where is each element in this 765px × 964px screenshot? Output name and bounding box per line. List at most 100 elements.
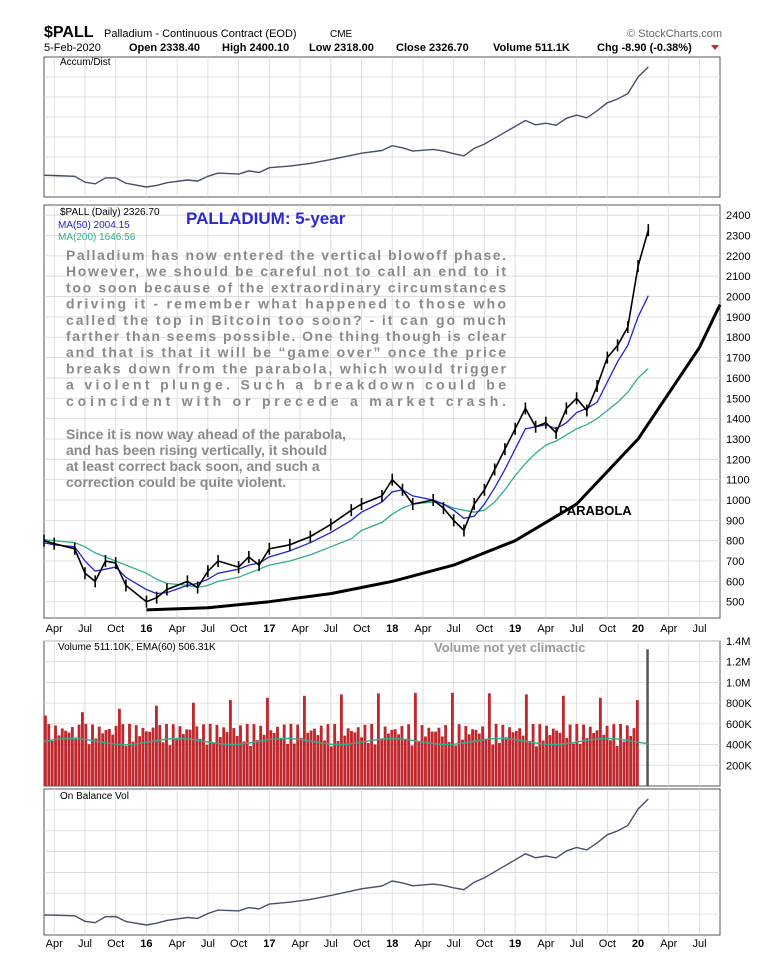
y-tick-label: 1100 bbox=[726, 475, 750, 487]
volume-bar bbox=[198, 739, 202, 786]
y-tick-label: 1700 bbox=[726, 353, 750, 365]
volume-bar bbox=[323, 740, 327, 786]
volume-bar bbox=[565, 737, 569, 786]
x-tick-label: Apr bbox=[537, 938, 554, 950]
x-tick-label: Oct bbox=[599, 623, 616, 635]
ma50-line bbox=[43, 295, 649, 595]
x-tick-label: Oct bbox=[230, 623, 247, 635]
x-tick-label: 18 bbox=[386, 623, 398, 635]
annotation-paragraph-2: Since it is now way ahead of the parabol… bbox=[66, 426, 346, 490]
volume-bar bbox=[57, 735, 61, 786]
volume-bar bbox=[524, 694, 528, 786]
quote-volume: Volume 511.1K bbox=[493, 42, 570, 54]
volume-bar bbox=[74, 737, 78, 786]
volume-bar bbox=[403, 739, 407, 786]
volume-bar bbox=[541, 740, 545, 786]
x-tick-label: Apr bbox=[660, 623, 677, 635]
volume-bar bbox=[296, 724, 300, 786]
volume-bar bbox=[218, 737, 222, 786]
volume-bar bbox=[154, 705, 158, 786]
volume-bar bbox=[339, 694, 343, 786]
x-tick-label: Oct bbox=[107, 938, 124, 950]
volume-bar bbox=[625, 725, 629, 786]
volume-bar bbox=[572, 743, 575, 786]
volume-bar bbox=[70, 727, 74, 786]
volume-bar bbox=[366, 742, 370, 786]
volume-bar bbox=[185, 729, 189, 786]
volume-bar bbox=[450, 692, 454, 786]
parabola-curve bbox=[146, 304, 722, 612]
x-tick-label: Jul bbox=[570, 623, 584, 635]
volume-bar bbox=[67, 732, 71, 786]
annotation-title: PALLADIUM: 5-year bbox=[186, 209, 346, 228]
volume-bar bbox=[178, 726, 182, 786]
volume-bar bbox=[148, 731, 152, 786]
volume-bar bbox=[508, 727, 511, 786]
quote-close: Close 2326.70 bbox=[396, 42, 469, 54]
y-tick-label: 1500 bbox=[726, 393, 750, 405]
volume-bar bbox=[282, 724, 286, 786]
volume-bar bbox=[427, 727, 431, 786]
y-tick-label: 2400 bbox=[726, 210, 750, 222]
volume-bar bbox=[491, 744, 495, 786]
volume-bar bbox=[370, 723, 374, 786]
volume-bar bbox=[373, 744, 377, 786]
volume-bar bbox=[531, 724, 535, 786]
volume-bar bbox=[592, 733, 596, 786]
volume-bar bbox=[168, 745, 172, 786]
volume-bar bbox=[444, 725, 448, 786]
volume-bar bbox=[252, 724, 256, 786]
x-tick-label: Jul bbox=[570, 938, 584, 950]
volume-bar bbox=[346, 728, 350, 786]
price-line bbox=[43, 229, 650, 603]
volume-bar bbox=[555, 730, 559, 786]
volume-bar bbox=[47, 724, 51, 786]
volume-bar bbox=[97, 726, 101, 786]
exchange: CME bbox=[330, 29, 353, 40]
volume-bar bbox=[64, 730, 68, 786]
x-tick-label: Jul bbox=[324, 623, 338, 635]
x-tick-label: Oct bbox=[476, 623, 493, 635]
volume-bar bbox=[619, 723, 622, 786]
obv-line bbox=[43, 798, 649, 926]
x-tick-label: Oct bbox=[353, 623, 370, 635]
y-tick-label: 1.0M bbox=[726, 677, 750, 689]
y-tick-label: 700 bbox=[726, 556, 744, 568]
panel-frame-obv bbox=[43, 788, 721, 936]
x-tick-label: 16 bbox=[140, 623, 152, 635]
y-tick-label: 1800 bbox=[726, 332, 750, 344]
volume-bar bbox=[609, 740, 612, 786]
volume-bar bbox=[91, 724, 94, 786]
volume-bar bbox=[191, 702, 195, 786]
volume-bar bbox=[568, 724, 572, 786]
y-tick-label: 200K bbox=[726, 760, 752, 772]
volume-bar bbox=[434, 731, 437, 786]
volume-bar bbox=[417, 742, 421, 786]
volume-bar bbox=[535, 746, 538, 786]
volume-bar bbox=[545, 725, 548, 786]
x-tick-label: 20 bbox=[632, 623, 644, 635]
volume-bar bbox=[84, 723, 88, 786]
parabola-label: PARABOLA bbox=[559, 503, 632, 518]
volume-bar bbox=[393, 729, 397, 786]
volume-bar bbox=[134, 725, 138, 786]
description: Palladium - Continuous Contract (EOD) bbox=[104, 28, 297, 40]
volume-bar bbox=[602, 734, 606, 786]
volume-bar bbox=[128, 723, 131, 786]
volume-bar bbox=[114, 725, 118, 786]
y-tick-label: 2100 bbox=[726, 271, 750, 283]
volume-bar bbox=[413, 692, 417, 786]
y-tick-label: 600 bbox=[726, 576, 744, 588]
volume-bar bbox=[259, 725, 263, 786]
volume-bar bbox=[336, 741, 340, 786]
volume-bar bbox=[461, 739, 464, 786]
volume-bar bbox=[501, 724, 505, 786]
volume-bar bbox=[548, 735, 552, 786]
volume-bar bbox=[242, 741, 246, 786]
volume-bar bbox=[511, 732, 515, 786]
volume-bar bbox=[598, 697, 602, 786]
y-tick-label: 1.4M bbox=[726, 636, 750, 648]
source-credit: © StockCharts.com bbox=[627, 28, 722, 40]
volume-bar bbox=[504, 737, 508, 786]
y-tick-label: 600K bbox=[726, 719, 752, 731]
